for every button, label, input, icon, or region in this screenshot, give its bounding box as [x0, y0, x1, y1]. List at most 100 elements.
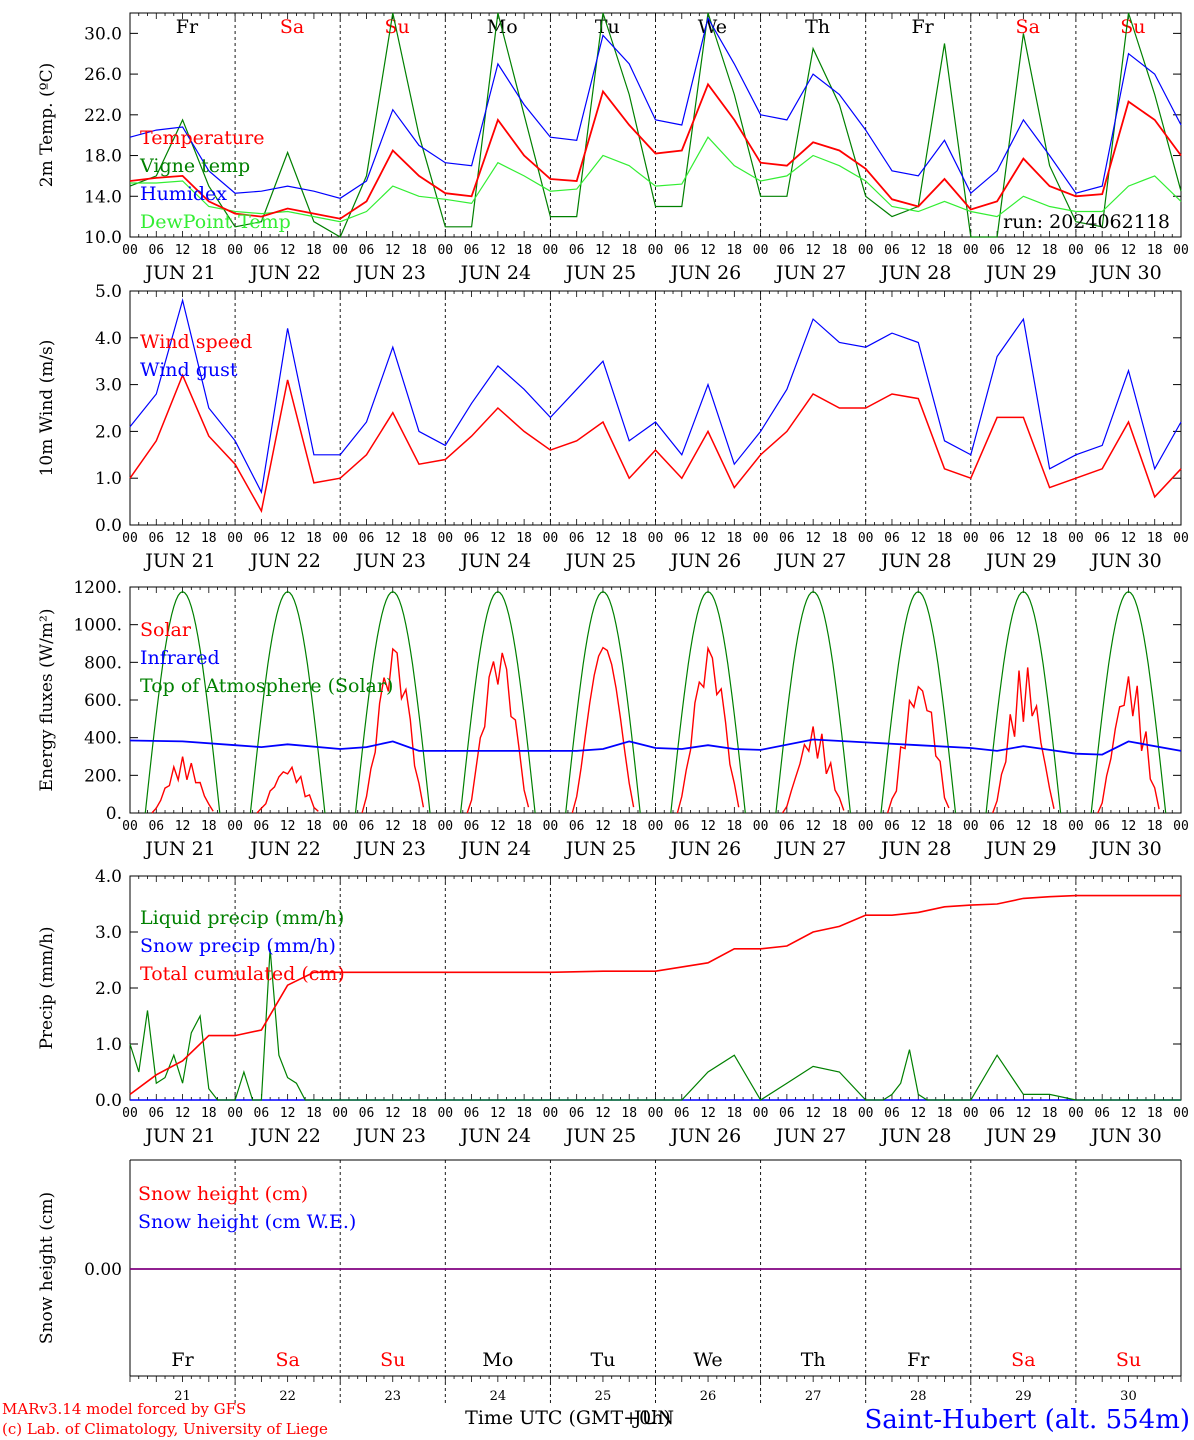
hour-tick-label: 06: [1094, 531, 1110, 546]
hour-tick-label: 12: [1121, 243, 1137, 258]
date-label: JUN 29: [984, 262, 1056, 284]
y-tick-label: 200.: [84, 766, 122, 786]
hour-tick-label: 12: [1016, 531, 1032, 546]
hour-tick-label: 18: [411, 531, 427, 546]
y-tick-label: 18.0: [84, 147, 122, 167]
hour-tick-label: 06: [569, 243, 585, 258]
hour-tick-label: 18: [621, 1106, 637, 1121]
toa-solar-curve: [565, 591, 641, 814]
date-label: JUN 23: [354, 262, 426, 284]
hour-tick-label: 00: [227, 243, 243, 258]
hour-tick-label: 18: [1042, 243, 1058, 258]
temperature-line: [129, 82, 1182, 220]
hour-tick-label: 00: [648, 819, 664, 834]
hour-tick-label: 18: [306, 531, 322, 546]
hour-tick-label: 00: [648, 531, 664, 546]
hour-tick-label: 12: [490, 1106, 506, 1121]
hour-tick-label: 12: [700, 819, 716, 834]
toa-solar-curve: [880, 591, 957, 814]
hour-tick-label: 00: [858, 1106, 874, 1121]
hour-tick-label: 18: [516, 1106, 532, 1121]
hour-tick-label: 06: [779, 1106, 795, 1121]
hour-tick-label: 06: [254, 531, 270, 546]
hour-tick-label: 18: [937, 1106, 953, 1121]
hour-tick-label: 00: [227, 819, 243, 834]
weekday-label: Sa: [280, 16, 304, 38]
date-label: JUN 25: [564, 262, 636, 284]
hour-tick-label: 18: [201, 1106, 217, 1121]
weekday-label: Mo: [487, 16, 518, 38]
date-label: JUN 30: [1089, 838, 1161, 860]
weekday-label: Mo: [482, 1349, 513, 1371]
date-label: JUN 24: [459, 550, 531, 572]
hour-tick-label: 00: [858, 819, 874, 834]
solar-curve: [992, 667, 1055, 814]
y-tick-label: 14.0: [84, 187, 122, 207]
hour-tick-label: 00: [963, 1106, 979, 1121]
hour-tick-label: 00: [648, 243, 664, 258]
date-label: JUN 30: [1089, 1125, 1161, 1147]
panel-energy: Energy fluxes (W/m²) 0. 200. 400. 600. 800. 10…: [37, 578, 1189, 860]
hour-tick-label: 00: [858, 243, 874, 258]
hour-tick-label: 06: [569, 1106, 585, 1121]
date-label: JUN 29: [984, 838, 1056, 860]
date-label: JUN 21: [143, 550, 215, 572]
hour-tick-label: 00: [543, 1106, 559, 1121]
legend-entry: Wind speed: [140, 331, 252, 353]
hour-tick-label: 00: [437, 531, 453, 546]
date-label: JUN 21: [143, 1125, 215, 1147]
date-label: JUN 25: [564, 1125, 636, 1147]
toa-solar-curve: [460, 591, 536, 814]
y-tick-label: 22.0: [84, 106, 122, 126]
date-label: JUN 26: [669, 550, 741, 572]
hour-tick-label: 12: [805, 819, 821, 834]
hour-tick-label: 00: [753, 243, 769, 258]
panel-frame: [129, 12, 1182, 238]
date-label: JUN 24: [459, 262, 531, 284]
date-label: JUN 22: [248, 838, 320, 860]
legend-entry: Liquid precip (mm/h): [140, 907, 344, 929]
hour-tick-label: 06: [884, 819, 900, 834]
day-of-month-label: 25: [595, 1389, 612, 1404]
hour-tick-label: 18: [1147, 531, 1163, 546]
hour-tick-label: 12: [700, 1106, 716, 1121]
x-axis-title: Time UTC (GMT+0h): [465, 1407, 671, 1429]
hour-tick-label: 00: [1068, 1106, 1084, 1121]
panel-temperature: 2m Temp. (ºC) 10.0 14.0 18.0 22.0 26.0 30.0 Fr S…: [37, 12, 1189, 284]
vigne-temp-line: [129, 12, 1182, 238]
y-tick-label: 30.0: [84, 24, 122, 44]
hour-tick-label: 12: [280, 243, 296, 258]
legend-entry: Snow precip (mm/h): [140, 935, 336, 957]
hour-tick-label: 12: [1121, 531, 1137, 546]
y-tick-label: 0.0: [95, 1091, 122, 1111]
toa-solar-curve: [670, 591, 746, 814]
date-label: JUN 25: [564, 550, 636, 572]
hour-tick-label: 18: [201, 243, 217, 258]
date-label: JUN 29: [984, 550, 1056, 572]
legend-entry: Temperature: [140, 127, 264, 149]
hour-tick-label: 12: [490, 819, 506, 834]
date-label: JUN 26: [669, 262, 741, 284]
hour-tick-label: 12: [490, 531, 506, 546]
date-label: JUN 30: [1089, 262, 1161, 284]
weekday-label: Fr: [907, 1349, 930, 1371]
hour-tick-label: 12: [175, 819, 191, 834]
y-axis-label: Energy fluxes (W/m²): [37, 609, 57, 792]
hour-tick-label: 18: [411, 819, 427, 834]
hour-tick-label: 00: [437, 1106, 453, 1121]
hour-tick-label: 12: [1016, 819, 1032, 834]
date-label: JUN 23: [354, 838, 426, 860]
hour-tick-label: 12: [595, 1106, 611, 1121]
hour-tick-label: 00: [437, 819, 453, 834]
day-of-month-label: 28: [910, 1389, 927, 1404]
hour-tick-label: 12: [175, 531, 191, 546]
hour-tick-label: 12: [385, 819, 401, 834]
hour-tick-label: 06: [884, 531, 900, 546]
liquid-precip-line: [129, 948, 1181, 1101]
legend-entry: Total cumulated (cm): [140, 963, 345, 985]
y-tick-label: 3.0: [95, 376, 122, 396]
hour-tick-label: 00: [963, 243, 979, 258]
y-axis-label: 2m Temp. (ºC): [37, 63, 57, 188]
y-tick-label: 0.0: [95, 516, 122, 536]
